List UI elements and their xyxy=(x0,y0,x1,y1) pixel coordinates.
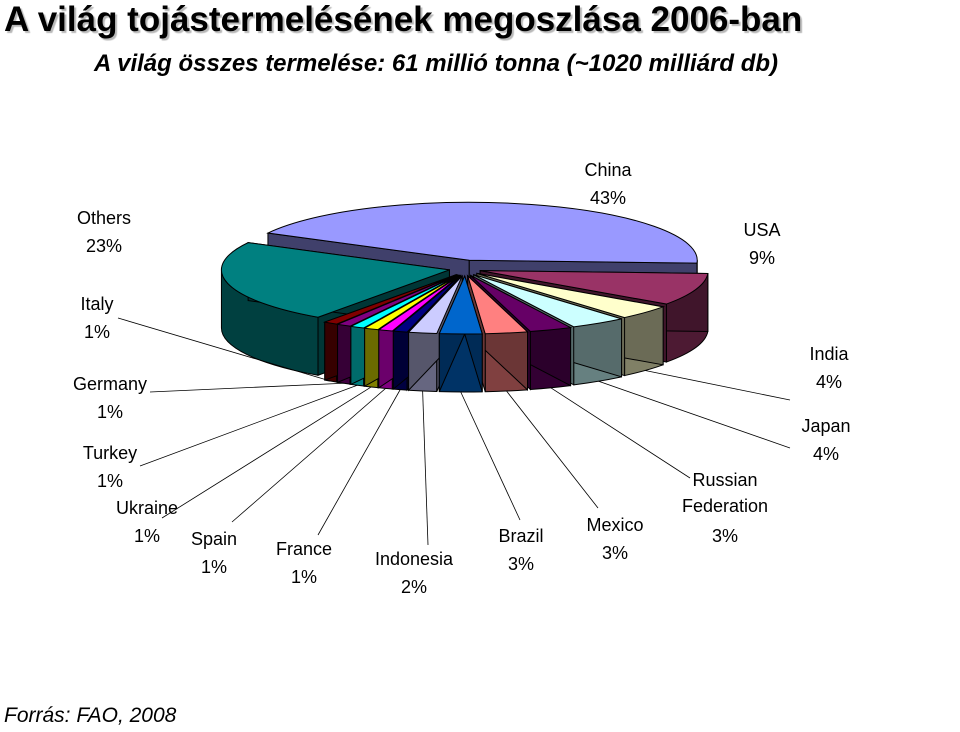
slice-label-france: France xyxy=(276,539,332,559)
slice-value-japan: 4% xyxy=(813,444,839,464)
slice-value-usa: 9% xyxy=(749,248,775,268)
slice-value-others: 23% xyxy=(86,236,122,256)
leader-germany xyxy=(149,382,344,393)
leader-france xyxy=(317,389,401,536)
slice-value-brazil: 3% xyxy=(508,554,534,574)
slice-label-others: Others xyxy=(77,208,131,228)
slice-japan xyxy=(473,274,622,328)
leader-india xyxy=(645,370,791,401)
leader-italy xyxy=(117,317,331,382)
slice-label-china: China xyxy=(584,160,632,180)
slice-brazil xyxy=(438,274,483,335)
leader-japan xyxy=(598,380,791,449)
slice-value-turkey: 1% xyxy=(97,471,123,491)
slice-india xyxy=(476,272,666,319)
slice-label-spain: Spain xyxy=(191,529,237,549)
slice-russian-federation xyxy=(470,275,573,332)
leader-spain xyxy=(231,388,386,523)
leader-brazil xyxy=(460,391,521,521)
slice-label-russian-federation: Russian Federation xyxy=(682,470,768,516)
slice-label-usa: USA xyxy=(743,220,780,240)
leader-indonesia xyxy=(422,390,429,546)
leader-turkey xyxy=(139,384,358,467)
slice-label-turkey: Turkey xyxy=(83,443,137,463)
slice-value-china: 43% xyxy=(590,188,626,208)
leader-mexico xyxy=(506,390,599,509)
slice-value-italy: 1% xyxy=(84,322,110,342)
pie-labels: China 43% USA 9% India 4% Japan 4% Russian Federa… xyxy=(73,160,851,597)
slice-germany xyxy=(335,274,458,327)
slice-italy xyxy=(322,274,457,325)
slice-value-indonesia: 2% xyxy=(401,577,427,597)
slice-spain xyxy=(377,275,461,332)
slice-label-japan: Japan xyxy=(801,416,850,436)
slice-label-india: India xyxy=(809,344,849,364)
pie-tops xyxy=(220,201,709,335)
slice-ukraine xyxy=(363,274,460,331)
slice-turkey xyxy=(349,274,459,329)
leader-ukraine xyxy=(161,386,372,519)
slice-value-spain: 1% xyxy=(201,557,227,577)
slice-label-brazil: Brazil xyxy=(498,526,543,546)
chart-subtitle: A világ összes termelése: 61 millió tonn… xyxy=(94,50,779,77)
slice-indonesia xyxy=(407,275,463,335)
slice-mexico xyxy=(466,274,529,335)
pie-leaders xyxy=(117,317,791,546)
source-note: Forrás: FAO, 2008 xyxy=(4,704,177,727)
slice-label-indonesia: Indonesia xyxy=(375,549,454,569)
slice-value-india: 4% xyxy=(816,372,842,392)
slice-label-mexico: Mexico xyxy=(586,515,643,535)
slice-value-mexico: 3% xyxy=(602,543,628,563)
slice-value-russian-federation: 3% xyxy=(712,526,738,546)
slice-label-italy: Italy xyxy=(80,294,113,314)
slice-china xyxy=(266,201,698,264)
leader-russian-federation xyxy=(550,387,691,479)
slice-france xyxy=(392,275,462,333)
slide-title: A világ tojástermelésének megoszlása 200… xyxy=(4,0,803,39)
slice-label-germany: Germany xyxy=(73,374,147,394)
slice-value-france: 1% xyxy=(291,567,317,587)
slice-value-ukraine: 1% xyxy=(134,526,160,546)
slice-label-ukraine: Ukraine xyxy=(116,498,178,518)
slice-usa xyxy=(480,270,709,305)
slice-value-germany: 1% xyxy=(97,402,123,422)
slice-others xyxy=(220,242,450,318)
